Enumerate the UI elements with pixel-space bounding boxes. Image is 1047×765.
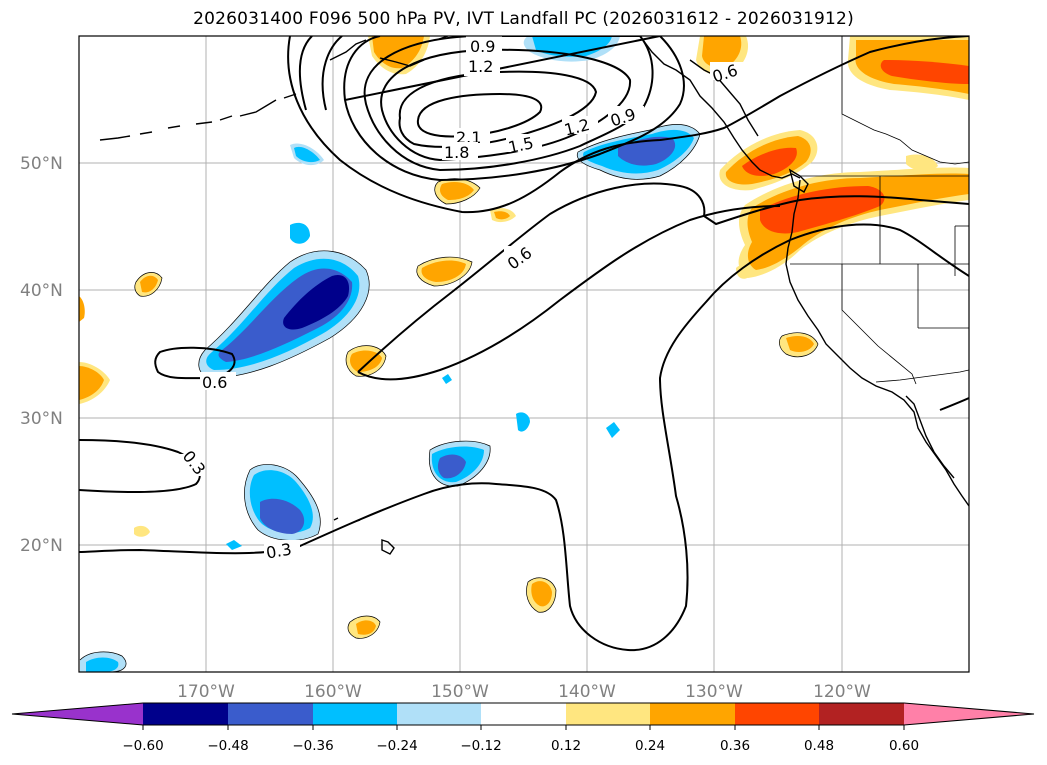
colorbar-tick-label: −0.60	[122, 738, 163, 754]
colorbar-tick-label: 0.12	[551, 738, 581, 754]
colorbar-tick-label: 0.24	[635, 738, 665, 754]
colorbar-bin	[143, 703, 228, 725]
contour-label: 1.5	[506, 133, 535, 157]
borders	[790, 36, 969, 385]
colorbar-tick-label: 0.48	[804, 738, 834, 754]
latitude-labels: 20°N 30°N 40°N 50°N	[20, 154, 63, 556]
colorbar-bin	[566, 703, 650, 725]
lon-label: 160°W	[304, 682, 362, 702]
lon-label: 170°W	[177, 682, 235, 702]
lat-label: 40°N	[20, 281, 63, 301]
ivt-positive-shading	[79, 36, 969, 639]
colorbar-tick-label: 0.36	[720, 738, 750, 754]
colorbar-bin	[819, 703, 904, 725]
map-plot-area: 0.9 1.2 2.1 1.8 1.5 1.2 0.9 0.6 0.6 0.6 …	[79, 36, 969, 672]
colorbar-bin	[313, 703, 397, 725]
lon-label: 150°W	[431, 682, 489, 702]
pv-contours	[79, 36, 969, 652]
colorbar-tick-label: −0.48	[207, 738, 248, 754]
colorbar-bin	[481, 703, 566, 725]
colorbar-extend-high	[904, 703, 1034, 725]
colorbar-extend-low	[12, 703, 143, 725]
lon-label: 140°W	[558, 682, 616, 702]
lat-label: 50°N	[20, 154, 63, 174]
colorbar-bin	[397, 703, 481, 725]
colorbar-tick-label: 0.60	[889, 738, 919, 754]
lat-label: 30°N	[20, 409, 63, 429]
map-frame	[78, 35, 970, 673]
colorbar-bin	[735, 703, 819, 725]
colorbar: −0.60 −0.48 −0.36 −0.24 −0.12 0.12 0.24 …	[11, 702, 1035, 754]
colorbar-bin	[228, 703, 313, 725]
contour-label: 0.3	[265, 539, 293, 562]
colorbar-tick-label: −0.24	[376, 738, 417, 754]
colorbar-bin	[650, 703, 735, 725]
coastlines	[99, 36, 969, 555]
longitude-labels: 170°W 160°W 150°W 140°W 130°W 120°W	[177, 682, 871, 702]
contour-label: 0.9	[470, 37, 495, 56]
contour-label: 1.8	[444, 143, 469, 162]
contour-label: 0.6	[202, 373, 227, 392]
contour-label: 1.2	[468, 57, 493, 76]
lon-label: 130°W	[685, 682, 743, 702]
lon-label: 120°W	[813, 682, 871, 702]
colorbar-tick-label: −0.12	[460, 738, 501, 754]
colorbar-tick-label: −0.36	[292, 738, 333, 754]
lat-label: 20°N	[20, 536, 63, 556]
pv-contour-labels: 0.9 1.2 2.1 1.8 1.5 1.2 0.9 0.6 0.6 0.6 …	[174, 36, 746, 563]
figure-title: 2026031400 F096 500 hPa PV, IVT Landfall…	[193, 9, 854, 29]
